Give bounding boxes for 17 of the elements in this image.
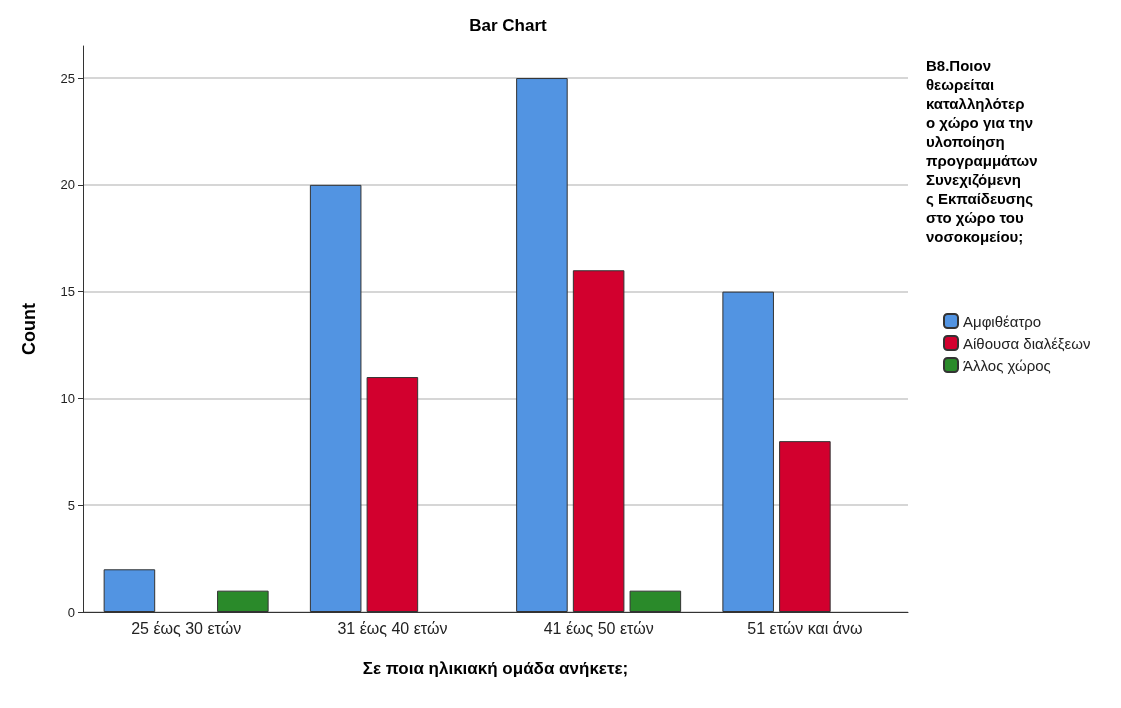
chart-title: Bar Chart — [469, 16, 548, 35]
y-axis-title: Count — [19, 303, 39, 355]
y-tick-label: 0 — [67, 604, 75, 620]
x-tick-label: 51 ετών και άνω — [747, 619, 863, 637]
text: Β8.Ποιον θεωρείται καταλληλότερο χώρο για την υλοποίηση προγραμμάτων Συνεχιζόμενης Εκπαίδευσης στο χώρο του νοσοκομείου; — [926, 57, 1038, 245]
y-tick-label: 10 — [60, 390, 75, 406]
legend-label: Αίθουσα διαλέξεων — [963, 334, 1091, 352]
y-tick-label: 5 — [67, 497, 75, 513]
x-tick-label: 31 έως 40 ετών — [337, 619, 448, 637]
x-axis-title: Σε ποια ηλικιακή ομάδα ανήκετε; — [362, 659, 629, 678]
legend-label: Άλλος χώρος — [963, 356, 1051, 374]
x-tick-label: 41 έως 50 ετών — [543, 619, 654, 637]
y-tick-label: 20 — [60, 177, 75, 193]
y-tick-label: 15 — [60, 284, 75, 300]
legend-label: Αμφιθέατρο — [963, 312, 1042, 330]
x-tick-label: 25 έως 30 ετών — [131, 619, 242, 637]
y-tick-label: 25 — [60, 70, 75, 86]
